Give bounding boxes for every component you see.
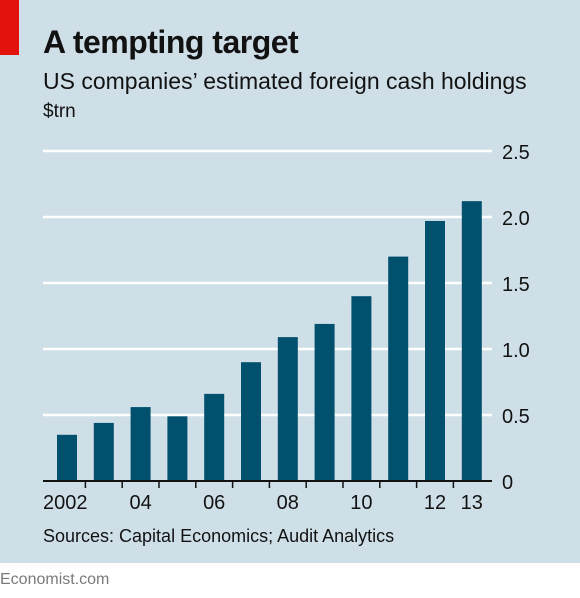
x-tick-label: 06 xyxy=(203,492,225,514)
chart-title: A tempting target xyxy=(43,24,299,60)
y-tick-labels: 0 0.5 1.0 1.5 2.0 2.5 xyxy=(502,142,530,494)
y-tick-label: 0.5 xyxy=(502,406,530,428)
bar xyxy=(241,362,261,481)
bars xyxy=(57,201,482,481)
bar xyxy=(130,407,151,481)
bar xyxy=(204,393,225,481)
bar xyxy=(425,220,445,481)
bar xyxy=(93,422,114,481)
brand-red-tag xyxy=(0,0,19,55)
y-tick-label: 1.5 xyxy=(502,274,530,296)
y-tick-label: 2.0 xyxy=(502,208,530,230)
x-tick-label: 12 xyxy=(424,492,446,514)
x-tick-label: 10 xyxy=(350,492,372,514)
x-tick-label: 2002 xyxy=(43,492,88,514)
x-tick-labels: 2002 04 06 08 10 12 13 xyxy=(43,492,483,514)
bar xyxy=(167,416,188,481)
chart-subtitle: US companies’ estimated foreign cash hol… xyxy=(43,68,527,94)
bar xyxy=(388,256,409,481)
y-tick-label: 0 xyxy=(502,472,513,494)
bar xyxy=(314,323,335,481)
gridlines xyxy=(43,149,492,417)
bar xyxy=(57,434,77,481)
y-axis-unit: $trn xyxy=(43,101,76,122)
x-tick-label: 13 xyxy=(461,492,483,514)
bar xyxy=(351,296,372,481)
bar-chart: 0 0.5 1.0 1.5 2.0 2.5 2002 04 06 08 10 12 13 xyxy=(43,142,530,514)
source-note: Sources: Capital Economics; Audit Analyt… xyxy=(43,526,395,546)
y-tick-label: 2.5 xyxy=(502,142,530,164)
brand-footer: Economist.com xyxy=(0,571,110,588)
bar xyxy=(461,201,482,481)
x-tick-label: 08 xyxy=(277,492,299,514)
x-tick-label: 04 xyxy=(129,492,151,514)
bar xyxy=(277,337,298,481)
axes xyxy=(43,480,492,488)
y-tick-label: 1.0 xyxy=(502,340,530,362)
